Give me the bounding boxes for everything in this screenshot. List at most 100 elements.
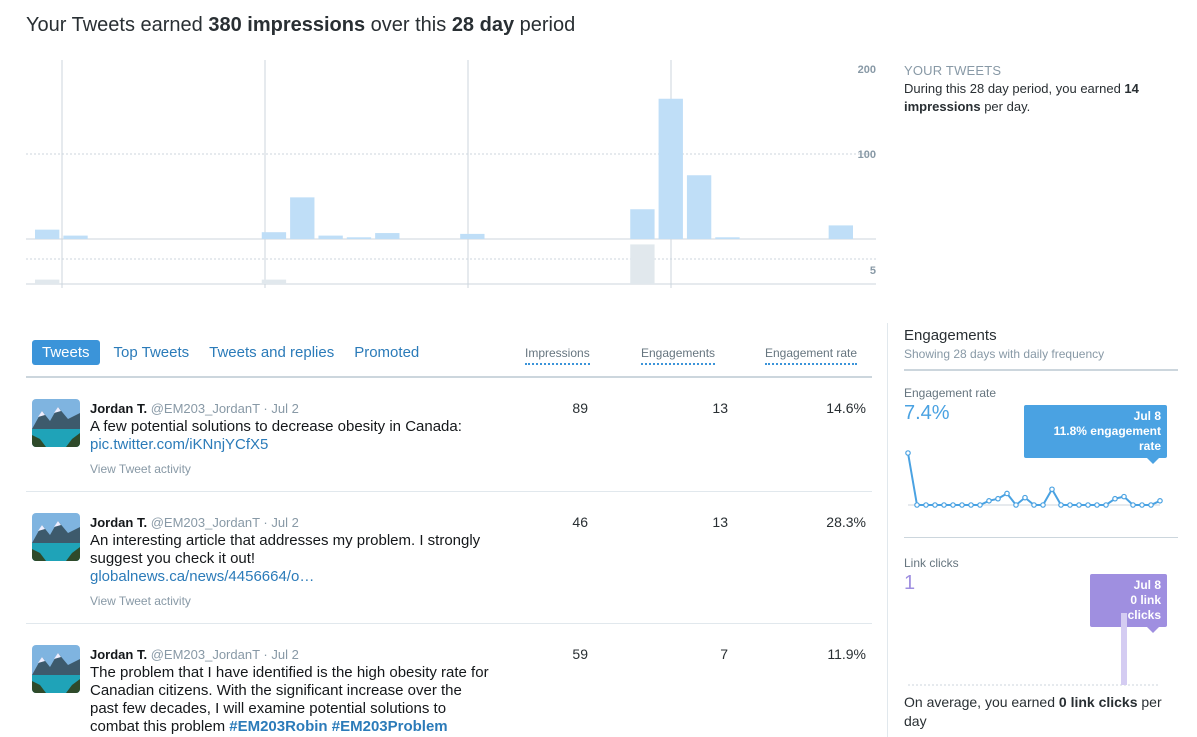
tab-promoted[interactable]: Promoted	[354, 344, 420, 361]
impressions-bar	[35, 229, 60, 239]
impressions-bar	[290, 197, 315, 239]
link-clicks-label: Link clicks	[904, 556, 959, 570]
engagement-rate-point	[941, 502, 947, 508]
impressions-bar	[261, 232, 287, 239]
engagement-rate-point	[959, 502, 965, 508]
engagement-rate-point	[914, 502, 920, 508]
tweet-thumbnail	[32, 513, 80, 561]
engagement-rate-point	[1022, 494, 1028, 501]
engagements-bar	[630, 244, 655, 284]
tab-tweets-and-replies[interactable]: Tweets and replies	[209, 344, 335, 361]
tweet-thumbnail	[32, 399, 80, 447]
engagement-rate-point	[1139, 502, 1145, 508]
impressions-value: 59	[572, 646, 588, 662]
impressions-column-header[interactable]: Impressions	[525, 346, 590, 365]
link-clicks-bar-chart	[908, 613, 1160, 686]
tab-top-tweets[interactable]: Top Tweets	[113, 344, 190, 361]
author-name[interactable]: Jordan T.	[90, 515, 148, 530]
summary-text-b: per day.	[980, 99, 1031, 114]
link-clicks-value: 1	[904, 572, 916, 594]
tweet-row[interactable]: Jordan T. @EM203_JordanT · Jul 2 A few p…	[26, 378, 872, 492]
tweet-date[interactable]: Jul 2	[271, 647, 299, 662]
impressions-value: 89	[572, 400, 588, 416]
tweet-content: Jordan T. @EM203_JordanT · Jul 2 The pro…	[90, 647, 489, 735]
engagements-bar	[261, 279, 287, 284]
impressions-bar	[715, 237, 740, 239]
impressions-bar-chart: 2001005Jun 12Jun 19Jun 26Jul 3	[26, 60, 876, 288]
engagement-rate-point	[1058, 502, 1064, 508]
page-headline: Your Tweets earned 380 impressions over …	[26, 14, 575, 37]
impressions-bar	[375, 233, 400, 239]
engagement-rate-value: 11.9%	[827, 646, 866, 662]
tweet-link[interactable]: globalnews.ca/news/4456664/o…	[90, 568, 315, 585]
table-header-divider	[26, 376, 872, 378]
impressions-bar	[828, 225, 853, 239]
engagement-rate-value: 14.6%	[826, 400, 866, 416]
tooltip-date: Jul 8	[1133, 578, 1161, 592]
engagement-rate-point	[1076, 502, 1082, 508]
engagements-column-header[interactable]: Engagements	[641, 346, 716, 365]
your-tweets-caption: YOUR TWEETS	[904, 63, 1002, 78]
tooltip-text: 11.8% engagement rate	[1053, 424, 1161, 453]
impressions-value: 46	[572, 514, 588, 530]
view-tweet-activity-link[interactable]: View Tweet activity	[90, 594, 191, 608]
engagement-rate-point	[1103, 502, 1109, 508]
engagement-rate-point	[1157, 498, 1163, 504]
engagement-rate-point	[1049, 486, 1055, 493]
engagement-rate-point	[932, 502, 938, 508]
engagement-rate-point	[1004, 490, 1010, 497]
link-clicks-bar	[1121, 613, 1127, 685]
engagements-title: Engagements	[904, 327, 997, 344]
tweet-thumbnail	[32, 645, 80, 693]
tweet-link[interactable]: pic.twitter.com/iKNnjYCfX5	[90, 436, 269, 453]
tab-tweets[interactable]: Tweets	[32, 340, 100, 365]
tweet-content: Jordan T. @EM203_JordanT · Jul 2 A few p…	[90, 400, 500, 478]
author-handle[interactable]: @EM203_JordanT	[150, 401, 260, 416]
author-handle[interactable]: @EM203_JordanT	[150, 515, 260, 530]
author-name[interactable]: Jordan T.	[90, 401, 148, 416]
y-tick-label: 100	[858, 149, 876, 161]
engagements-divider	[904, 369, 1178, 371]
average-link-clicks: On average, you earned 0 link clicks per…	[904, 693, 1174, 731]
avg-bold: 0 link clicks	[1058, 694, 1138, 710]
engagements-subtitle: Showing 28 days with daily frequency	[904, 347, 1105, 361]
engagement-rate-point	[1013, 502, 1019, 508]
engagement-rate-point	[1040, 502, 1046, 508]
section-divider	[904, 537, 1178, 538]
headline-middle: over this	[365, 14, 452, 36]
tooltip-text: 0 link clicks	[1127, 593, 1161, 622]
tweet-row[interactable]: Jordan T. @EM203_JordanT · Jul 2 An inte…	[26, 492, 872, 624]
engagements-value: 7	[720, 646, 728, 662]
impressions-bar	[460, 233, 485, 239]
tweet-date[interactable]: Jul 2	[271, 515, 299, 530]
impressions-bar	[346, 237, 372, 239]
engagement-rate-sparkline	[905, 450, 1163, 508]
tweet-date[interactable]: Jul 2	[271, 401, 299, 416]
engagement-rate-point	[1112, 495, 1118, 502]
engagement-rate-point	[1148, 502, 1154, 508]
engagements-bar	[35, 279, 60, 284]
tweet-row[interactable]: Jordan T. @EM203_JordanT · Jul 2 The pro…	[26, 624, 872, 737]
y-tick-label: 5	[870, 265, 876, 277]
author-handle[interactable]: @EM203_JordanT	[150, 647, 260, 662]
engagement-rate-column-header[interactable]: Engagement rate	[765, 346, 858, 365]
tweet-text: An interesting article that addresses my…	[90, 532, 481, 567]
view-tweet-activity-link[interactable]: View Tweet activity	[90, 462, 191, 476]
tweet-hashtags[interactable]: #EM203Robin #EM203Problem	[229, 718, 448, 735]
engagements-panel: Engagements Showing 28 days with daily f…	[887, 323, 1178, 737]
engagements-value: 13	[712, 400, 728, 416]
author-name[interactable]: Jordan T.	[90, 647, 148, 662]
headline-suffix: period	[514, 14, 576, 36]
engagement-rate-point	[995, 495, 1001, 502]
engagement-rate-point	[986, 498, 992, 504]
impressions-bar	[658, 98, 683, 239]
tweet-text: A few potential solutions to decrease ob…	[90, 418, 462, 435]
engagement-rate-tooltip: Jul 8 11.8% engagement rate	[1024, 405, 1167, 464]
tweet-text: The problem that I have identified is th…	[90, 664, 489, 735]
engagement-rate-point	[1130, 502, 1136, 508]
engagement-rate-value: 28.3%	[826, 514, 866, 530]
summary-text-a: During this 28 day period, you earned	[904, 81, 1125, 96]
engagement-rate-point	[905, 450, 911, 456]
engagement-rate-point	[1121, 493, 1127, 500]
